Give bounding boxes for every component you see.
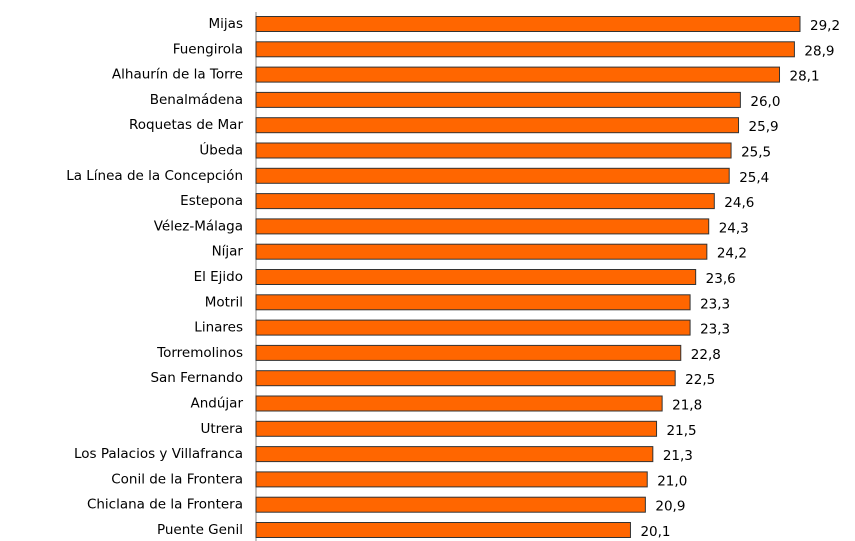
bar — [255, 420, 658, 437]
category-label: Vélez-Málaga — [154, 218, 243, 234]
bar — [255, 117, 740, 134]
value-label: 21,8 — [672, 398, 702, 414]
bar — [255, 41, 795, 58]
bar — [255, 167, 730, 184]
category-label: Conil de la Frontera — [111, 471, 243, 487]
category-label: Benalmádena — [150, 92, 243, 108]
bar — [255, 66, 781, 83]
bar — [255, 193, 715, 210]
category-label: Motril — [205, 294, 243, 310]
value-label: 22,8 — [691, 347, 721, 363]
bar — [255, 471, 648, 488]
bar — [255, 395, 663, 412]
bar — [255, 496, 646, 513]
category-label: Chiclana de la Frontera — [87, 497, 243, 513]
value-label: 21,3 — [663, 448, 693, 464]
bar — [255, 446, 654, 463]
bar — [255, 142, 732, 159]
value-label: 22,5 — [685, 372, 715, 388]
value-label: 23,6 — [706, 271, 736, 287]
value-label: 23,3 — [700, 322, 730, 338]
value-label: 28,9 — [804, 43, 834, 59]
value-label: 20,1 — [640, 524, 670, 540]
value-label: 26,0 — [750, 94, 780, 110]
bar — [255, 294, 691, 311]
category-label: Fuengirola — [173, 41, 243, 57]
value-label: 25,4 — [739, 170, 769, 186]
value-label: 21,5 — [667, 423, 697, 439]
category-label: Alhaurín de la Torre — [112, 67, 243, 83]
category-label: La Línea de la Concepción — [66, 168, 243, 184]
value-label: 25,5 — [741, 145, 771, 161]
category-label: Linares — [194, 320, 243, 336]
bar — [255, 269, 697, 285]
bar — [255, 344, 682, 361]
value-label: 20,9 — [655, 499, 685, 515]
value-label: 24,3 — [719, 220, 749, 236]
category-label: El Ejido — [194, 269, 243, 285]
category-label: Andújar — [191, 396, 244, 412]
bar — [255, 370, 676, 387]
category-label: Mijas — [209, 16, 243, 32]
value-label: 21,0 — [657, 473, 687, 489]
bar — [255, 522, 631, 538]
category-label: San Fernando — [150, 370, 243, 386]
value-label: 28,1 — [790, 69, 820, 85]
category-label: Níjar — [212, 244, 244, 260]
bar — [255, 319, 691, 336]
category-label: Los Palacios y Villafranca — [74, 446, 243, 462]
value-label: 24,2 — [717, 246, 747, 262]
category-label: Puente Genil — [157, 522, 243, 538]
category-label: Torremolinos — [156, 345, 243, 361]
category-label: Utrera — [200, 421, 243, 437]
bar — [255, 218, 710, 235]
category-label: Estepona — [180, 193, 243, 209]
category-label: Úbeda — [199, 141, 243, 159]
value-label: 25,9 — [749, 119, 779, 135]
bar — [255, 16, 801, 32]
category-label: Roquetas de Mar — [129, 117, 243, 133]
value-label: 24,6 — [724, 195, 754, 211]
value-label: 23,3 — [700, 296, 730, 312]
bar — [255, 91, 741, 108]
bar — [255, 243, 708, 260]
value-label: 29,2 — [810, 18, 840, 34]
